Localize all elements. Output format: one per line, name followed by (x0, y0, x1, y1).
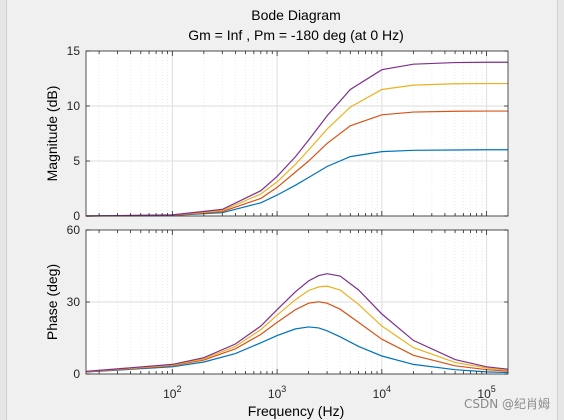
y-axis-label: Phase (deg) (44, 264, 60, 340)
series-line-4 (85, 61, 508, 217)
series-line-2 (85, 110, 508, 217)
series-line-2 (85, 301, 509, 373)
y-tick-label: 15 (67, 44, 81, 58)
y-tick-label: 0 (73, 367, 80, 381)
window-edge-left (0, 0, 7, 420)
x-tick-label: 103 (268, 384, 286, 401)
chart-title: Bode Diagram (251, 7, 341, 23)
y-tick-label: 5 (73, 154, 80, 168)
x-tick-label: 105 (477, 384, 495, 401)
panel-2: 0 30 60 Phase (deg) 102 103 104 105 (44, 223, 509, 401)
series-line-3 (85, 82, 508, 217)
plot-frame (85, 50, 509, 217)
panel-1: 0 5 10 15 Magnitude (dB) (44, 44, 509, 223)
series-line-4 (85, 273, 509, 372)
series-line-1 (85, 326, 509, 374)
bode-panels: 0 5 10 15 Magnitude (dB) 0 30 60 Phase (deg) 102 1… (44, 44, 509, 401)
x-tick-label: 102 (163, 384, 181, 401)
y-tick-label: 30 (67, 295, 81, 309)
y-tick-label: 0 (73, 209, 80, 223)
watermark: CSDN @纪肖姆 (463, 397, 550, 411)
y-tick-label: 60 (67, 223, 81, 237)
series-line-1 (85, 149, 508, 217)
y-axis-label: Magnitude (dB) (44, 86, 60, 182)
window-edge-right (557, 0, 564, 420)
series-line-3 (85, 285, 509, 373)
y-tick-label: 10 (67, 99, 81, 113)
x-axis-label: Frequency (Hz) (248, 403, 344, 419)
x-tick-label: 104 (373, 384, 391, 401)
chart-subtitle: Gm = Inf , Pm = -180 deg (at 0 Hz) (188, 27, 404, 43)
